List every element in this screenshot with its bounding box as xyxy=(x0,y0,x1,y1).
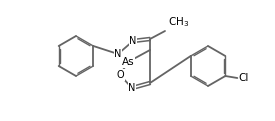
Text: N: N xyxy=(114,49,122,59)
Text: Cl: Cl xyxy=(238,73,249,83)
Text: CH$_3$: CH$_3$ xyxy=(168,15,189,29)
Text: N: N xyxy=(129,36,137,46)
Text: As: As xyxy=(122,57,134,67)
Text: O: O xyxy=(116,70,124,80)
Text: N: N xyxy=(128,83,136,93)
